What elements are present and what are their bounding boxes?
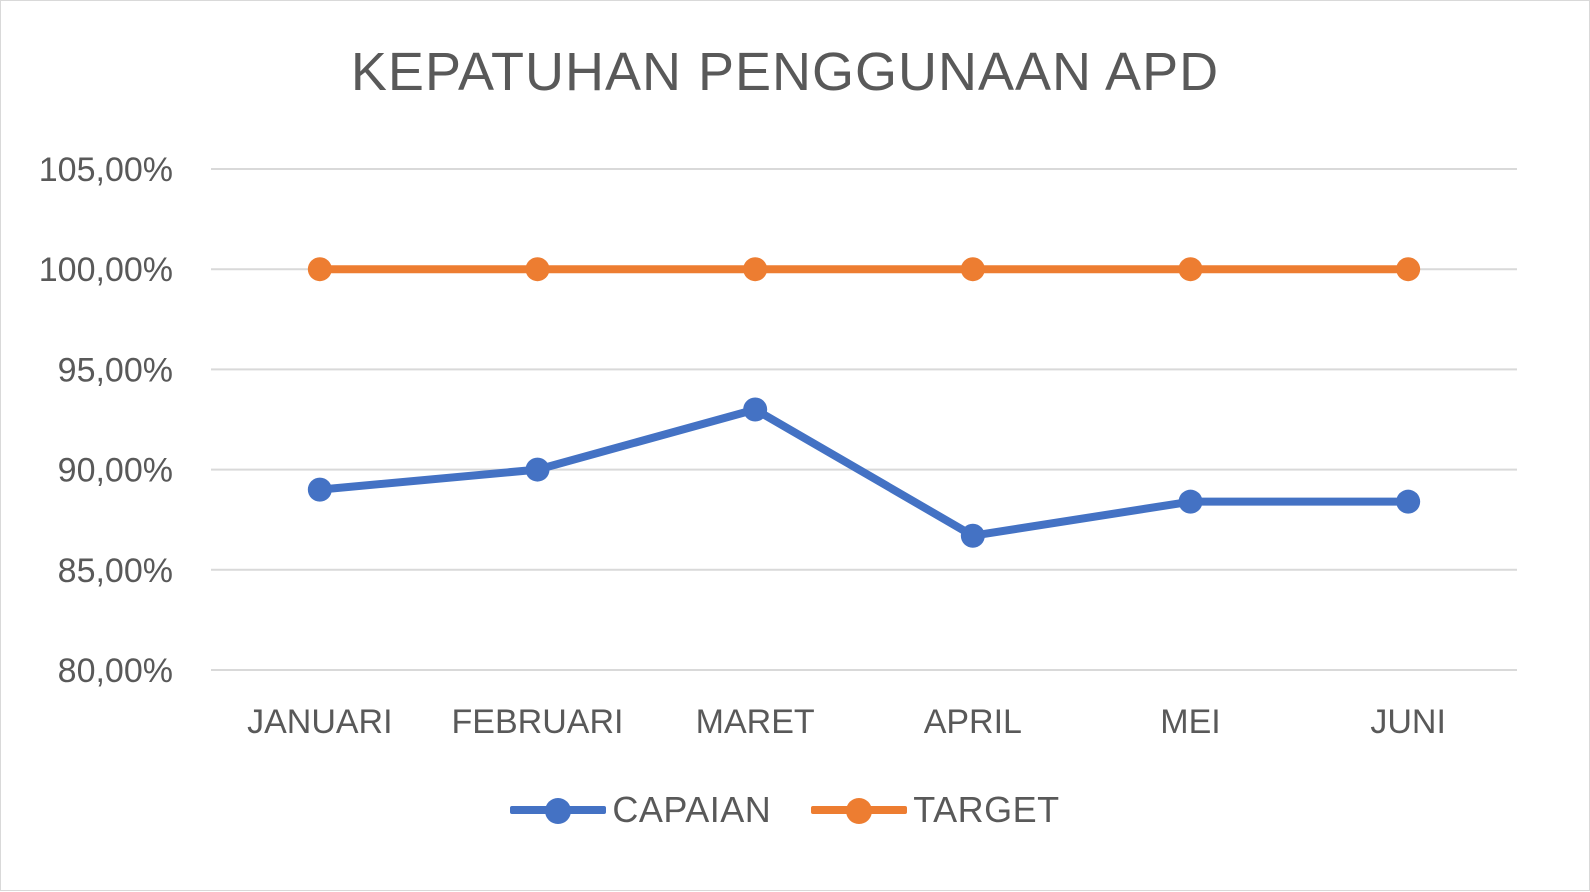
data-point-capaian xyxy=(1396,489,1421,514)
data-point-target xyxy=(743,257,768,282)
x-tick-label: APRIL xyxy=(924,703,1022,741)
y-tick-label: 80,00% xyxy=(58,652,173,690)
data-point-capaian xyxy=(1178,489,1203,514)
data-point-target xyxy=(1396,257,1421,282)
y-tick-label: 105,00% xyxy=(39,151,173,189)
data-point-target xyxy=(525,257,550,282)
y-tick-label: 90,00% xyxy=(58,452,173,490)
legend-label-target: TARGET xyxy=(913,789,1060,830)
data-point-target xyxy=(960,257,985,282)
x-tick-label: JANUARI xyxy=(247,703,392,741)
chart-title: KEPATUHAN PENGGUNAAN APD xyxy=(350,42,1220,102)
data-point-capaian xyxy=(960,523,985,548)
data-point-capaian xyxy=(525,457,550,482)
series-line-capaian xyxy=(315,405,1413,540)
y-tick-label: 85,00% xyxy=(58,552,173,590)
data-point-capaian xyxy=(743,397,768,422)
legend-label-capaian: CAPAIAN xyxy=(612,789,772,830)
legend-swatch-target xyxy=(811,790,908,830)
x-tick-label: MEI xyxy=(1160,703,1220,741)
x-tick-label: JUNI xyxy=(1370,703,1446,741)
data-point-target xyxy=(1178,257,1203,282)
y-tick-label: 100,00% xyxy=(39,251,173,289)
x-tick-label: MARET xyxy=(696,703,815,741)
data-point-capaian xyxy=(307,477,332,502)
x-tick-label: FEBRUARI xyxy=(452,703,624,741)
legend-swatch-capaian xyxy=(510,790,607,830)
y-tick-label: 95,00% xyxy=(58,351,173,389)
legend: CAPAIAN TARGET xyxy=(1,789,1569,831)
legend-item-capaian: CAPAIAN xyxy=(510,789,771,831)
legend-item-target: TARGET xyxy=(811,789,1059,831)
data-point-target xyxy=(307,257,332,282)
